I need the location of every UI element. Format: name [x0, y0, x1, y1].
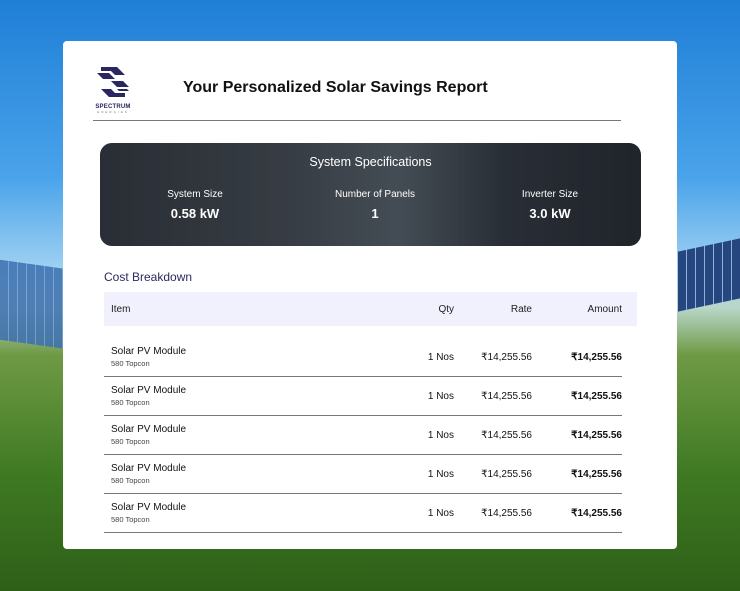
system-specifications: System Specifications System Size 0.58 k…: [100, 143, 641, 246]
spec-value: 0.58 kW: [170, 206, 220, 221]
logo-sub: ENERGIES: [97, 110, 129, 114]
spec-value: 3.0 kW: [529, 206, 571, 221]
spec-value: 1: [371, 206, 379, 221]
table-row: Solar PV Module 580 Topcon 1 Nos ₹14,255.…: [104, 416, 622, 455]
rate-cell: ₹14,255.56: [481, 429, 532, 441]
item-cell: Solar PV Module 580 Topcon: [104, 502, 374, 524]
amount-cell: ₹14,255.56: [571, 429, 622, 441]
amount-cell: ₹14,255.56: [571, 351, 622, 363]
header-rate: Rate: [510, 303, 532, 315]
item-sub: 580 Topcon: [111, 398, 150, 407]
item-name: Solar PV Module: [111, 385, 187, 396]
amount-cell: ₹14,255.56: [571, 468, 622, 480]
logo-icon: [97, 67, 129, 97]
table-header: Item Qty Rate Amount: [104, 292, 637, 326]
item-name: Solar PV Module: [111, 502, 187, 513]
rate-cell: ₹14,255.56: [481, 390, 532, 402]
item-name: Solar PV Module: [111, 346, 187, 357]
cost-table: Item Qty Rate Amount Solar PV Module 580 …: [104, 292, 637, 533]
item-cell: Solar PV Module 580 Topcon: [104, 346, 374, 368]
item-sub: 580 Topcon: [111, 515, 150, 524]
rate-cell: ₹14,255.56: [481, 468, 532, 480]
header-qty: Qty: [438, 303, 454, 315]
header-item: Item: [111, 303, 131, 315]
item-sub: 580 Topcon: [111, 437, 150, 446]
spec-number-of-panels: Number of Panels 1: [305, 189, 445, 221]
header-amount: Amount: [587, 303, 622, 315]
item-cell: Solar PV Module 580 Topcon: [104, 385, 374, 407]
divider: [93, 120, 621, 121]
spec-system-size: System Size 0.58 kW: [125, 189, 265, 221]
cost-breakdown-title: Cost Breakdown: [104, 270, 193, 284]
table-row: Solar PV Module 580 Topcon 1 Nos ₹14,255.…: [104, 377, 622, 416]
item-cell: Solar PV Module 580 Topcon: [104, 463, 374, 485]
qty-cell: 1 Nos: [427, 429, 454, 441]
item-cell: Solar PV Module 580 Topcon: [104, 424, 374, 446]
logo-name: SPECTRUM: [95, 104, 131, 110]
table-row: Solar PV Module 580 Topcon 1 Nos ₹14,255.…: [104, 455, 622, 494]
qty-cell: 1 Nos: [427, 468, 454, 480]
item-name: Solar PV Module: [111, 424, 187, 435]
amount-cell: ₹14,255.56: [571, 390, 622, 402]
item-sub: 580 Topcon: [111, 359, 150, 368]
item-sub: 580 Topcon: [111, 476, 150, 485]
table-row: Solar PV Module 580 Topcon 1 Nos ₹14,255.…: [104, 494, 622, 533]
rate-cell: ₹14,255.56: [481, 507, 532, 519]
qty-cell: 1 Nos: [427, 507, 454, 519]
specs-title: System Specifications: [309, 155, 432, 169]
spec-label: Inverter Size: [521, 189, 579, 200]
qty-cell: 1 Nos: [427, 390, 454, 402]
page-title: Your Personalized Solar Savings Report: [183, 79, 488, 96]
amount-cell: ₹14,255.56: [571, 507, 622, 519]
spec-inverter-size: Inverter Size 3.0 kW: [480, 189, 620, 221]
company-logo: SPECTRUM ENERGIES: [93, 63, 133, 114]
spec-label: System Size: [167, 189, 223, 200]
qty-cell: 1 Nos: [427, 351, 454, 363]
table-row: Solar PV Module 580 Topcon 1 Nos ₹14,255.…: [104, 338, 622, 377]
report-card: SPECTRUM ENERGIES Your Personalized Sola…: [63, 41, 677, 549]
spec-label: Number of Panels: [334, 189, 416, 200]
item-name: Solar PV Module: [111, 463, 187, 474]
rate-cell: ₹14,255.56: [481, 351, 532, 363]
background-solar-panels: [678, 238, 740, 312]
